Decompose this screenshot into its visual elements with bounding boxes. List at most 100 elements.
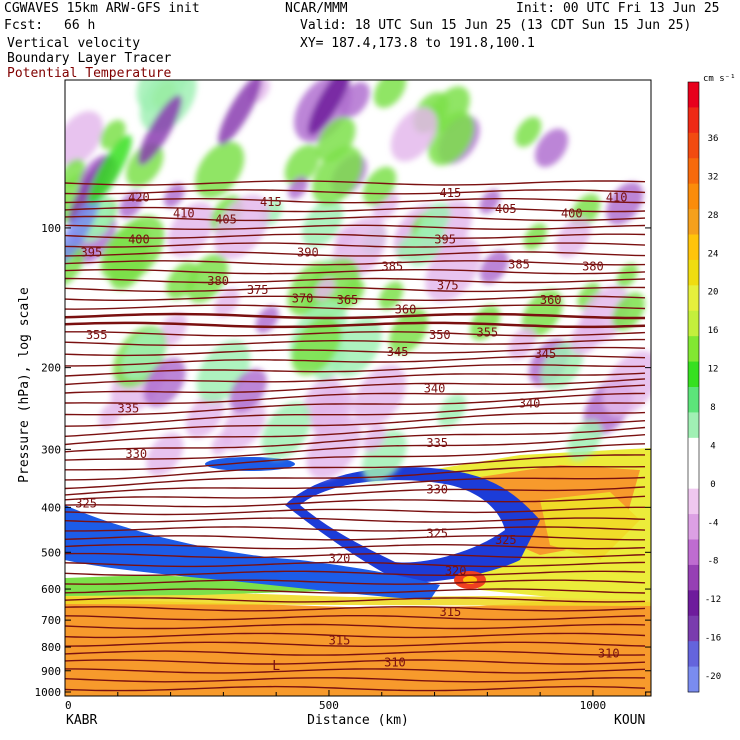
- theta-line: [65, 544, 646, 550]
- theta-label: 365: [337, 293, 359, 307]
- theta-line: [65, 623, 646, 630]
- theta-line: [65, 486, 646, 501]
- wave-cell: [373, 80, 407, 109]
- theta-label: 380: [582, 259, 604, 273]
- colorbar-swatch: [688, 209, 699, 235]
- theta-label: 310: [384, 656, 406, 670]
- colorbar-label: 4: [710, 441, 715, 451]
- theta-line: [65, 331, 646, 337]
- colorbar-swatch: [688, 310, 699, 337]
- theta-label: 400: [128, 233, 150, 247]
- theta-line: [65, 466, 646, 490]
- colorbar-label: 28: [708, 211, 719, 221]
- theta-label: 325: [495, 533, 517, 547]
- theta-line: [65, 180, 646, 186]
- y-tick-label: 700: [41, 614, 61, 627]
- forecast-hour: 66 h: [64, 18, 96, 33]
- theta-line: [65, 495, 646, 508]
- y-tick-label: 600: [41, 583, 61, 596]
- colorbar-label: -16: [705, 634, 721, 644]
- wave-cell: [288, 176, 308, 200]
- y-tick-label: 400: [41, 501, 61, 514]
- y-tick-label: 500: [41, 546, 61, 559]
- right-station: KOUN: [614, 713, 645, 728]
- theta-line: [65, 443, 646, 471]
- theta-line: [65, 434, 646, 461]
- colorbar-swatch: [688, 107, 699, 134]
- low-marker: L: [272, 659, 280, 674]
- wave-cell: [479, 250, 509, 284]
- theta-label: 320: [329, 552, 351, 566]
- wave-band: [65, 195, 100, 265]
- colorbar-swatch: [688, 488, 699, 515]
- theta-label: 308: [268, 694, 290, 708]
- theta-line: [65, 420, 646, 446]
- theta-line: [65, 384, 646, 404]
- colorbar-swatch: [688, 132, 699, 159]
- theta-label: 410: [173, 206, 195, 220]
- y-tick-label: 200: [41, 362, 61, 375]
- wave-cell: [284, 144, 320, 186]
- theta-line: [65, 506, 645, 516]
- theta-line: [65, 597, 646, 603]
- theta-label: 410: [606, 191, 628, 205]
- organization: NCAR/MMM: [285, 1, 348, 16]
- theta-line: [65, 260, 646, 266]
- theta-line: [65, 277, 646, 284]
- theta-line: [65, 286, 646, 293]
- colorbar-label: -4: [708, 518, 719, 528]
- theta-line: [65, 224, 646, 230]
- x-tick-label: 0: [65, 699, 72, 712]
- colorbar-swatch: [688, 590, 699, 617]
- colorbar-unit: cm s⁻¹: [703, 74, 736, 84]
- theta-line: [65, 295, 646, 301]
- colorbar-swatch: [688, 259, 699, 286]
- wave-cell: [567, 420, 603, 461]
- theta-line: [65, 570, 646, 576]
- theta-line: [65, 561, 646, 568]
- theta-label: 360: [540, 293, 562, 307]
- wave-cell: [612, 292, 645, 331]
- wave-cell: [314, 276, 335, 301]
- theta-label: 350: [429, 328, 451, 342]
- x-tick-label: 1000: [580, 699, 607, 712]
- wave-cell: [119, 190, 143, 219]
- plot-frame: [64, 79, 652, 697]
- colorbar-swatch: [688, 285, 699, 312]
- theta-label: 390: [297, 246, 319, 260]
- wave-cell: [427, 111, 475, 166]
- colorbar-swatch: [688, 158, 699, 185]
- colorbar-swatch: [688, 539, 699, 566]
- theta-line: [65, 668, 646, 674]
- colorbar-frame: [687, 81, 700, 693]
- theta-line: [65, 526, 646, 532]
- wave-band: [308, 80, 352, 135]
- theta-label: 340: [519, 397, 541, 411]
- theta-line: [65, 411, 646, 437]
- theta-line: [65, 535, 645, 541]
- wave-cell: [65, 158, 86, 188]
- theta-label: 385: [381, 259, 403, 273]
- wave-band: [88, 135, 132, 205]
- colorbar-label: 32: [708, 172, 719, 182]
- theta-label: 385: [508, 258, 530, 272]
- theta-line: [65, 426, 646, 453]
- colorbar-label: -8: [708, 557, 719, 567]
- theta-line: [65, 251, 646, 257]
- theta-label: 400: [561, 206, 583, 220]
- colorbar-swatch: [688, 82, 699, 108]
- theta-line: [65, 392, 646, 416]
- init-time: Init: 00 UTC Fri 13 Jun 25: [516, 1, 720, 16]
- wave-cell: [312, 146, 363, 205]
- valid-time: Valid: 18 UTC Sun 15 Jun 25 (13 CDT Sun …: [300, 18, 692, 33]
- y-axis-label: Pressure (hPa), log scale: [17, 287, 32, 483]
- theta-label: 330: [426, 482, 448, 496]
- wave-cell: [306, 415, 361, 480]
- theta-line: [65, 454, 645, 481]
- theta-label: 330: [125, 447, 147, 461]
- colorbar-label: -12: [705, 595, 721, 605]
- colorbar-swatch: [688, 234, 699, 261]
- theta-contour-labels: 420 415 415 410 410 405 405 400 400 395 395 390 385 3…: [75, 186, 628, 708]
- colorbar-swatch: [688, 666, 699, 693]
